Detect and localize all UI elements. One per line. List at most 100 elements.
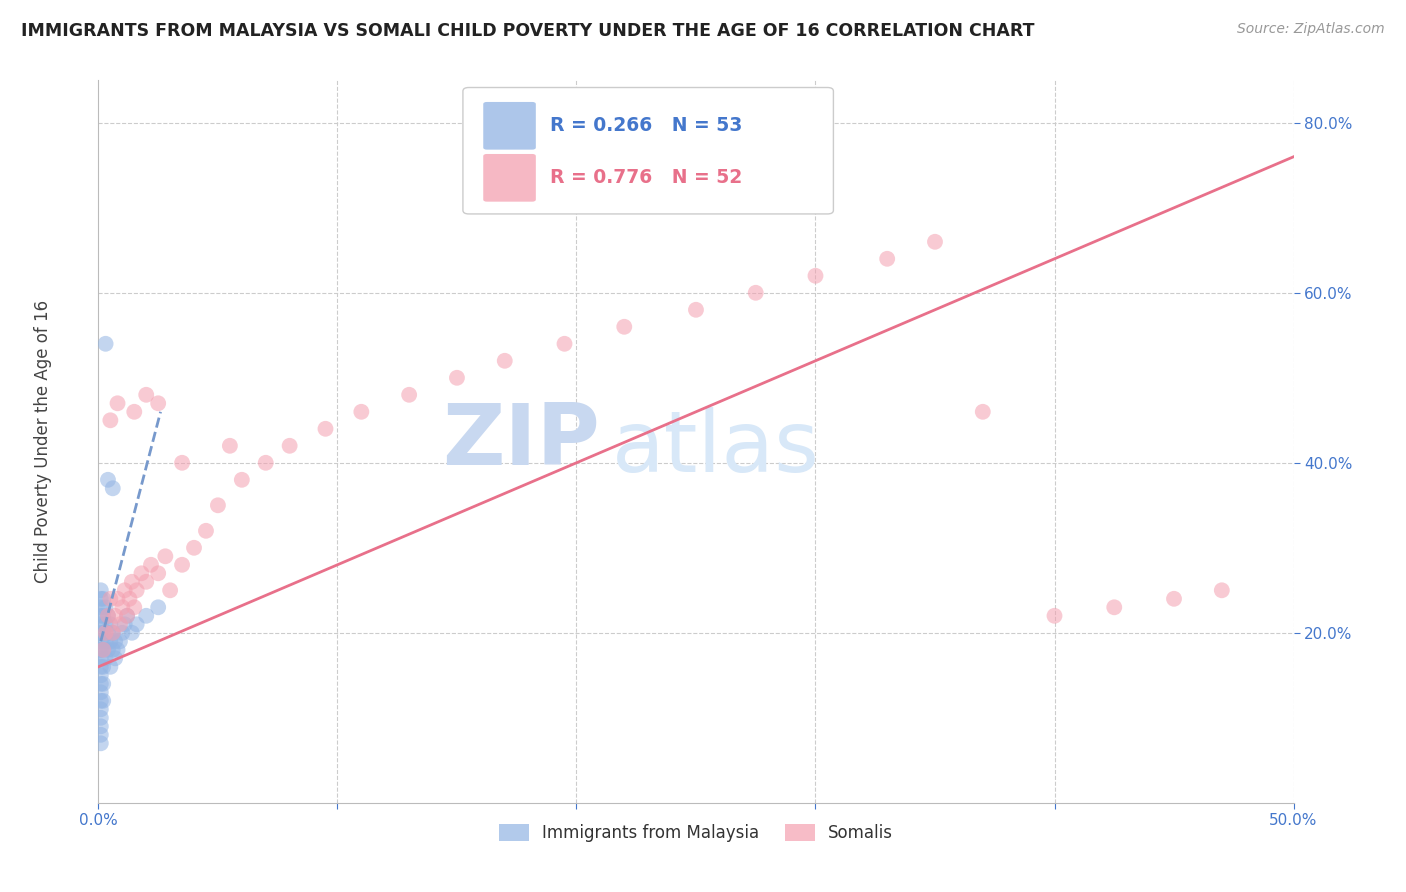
Point bbox=[98, 660, 122, 674]
Point bbox=[90, 668, 112, 682]
Point bbox=[315, 422, 337, 436]
Point bbox=[219, 439, 242, 453]
Point bbox=[139, 558, 162, 572]
Point bbox=[107, 642, 129, 657]
Point bbox=[131, 566, 153, 581]
Text: IMMIGRANTS FROM MALAYSIA VS SOMALI CHILD POVERTY UNDER THE AGE OF 16 CORRELATION: IMMIGRANTS FROM MALAYSIA VS SOMALI CHILD… bbox=[21, 22, 1035, 40]
Point bbox=[104, 608, 127, 623]
Point bbox=[101, 481, 124, 495]
Text: R = 0.266   N = 53: R = 0.266 N = 53 bbox=[550, 116, 742, 136]
Text: atlas: atlas bbox=[613, 408, 820, 491]
Point bbox=[172, 558, 194, 572]
Point bbox=[91, 694, 114, 708]
Point bbox=[90, 728, 112, 742]
Point bbox=[398, 388, 420, 402]
Point bbox=[183, 541, 205, 555]
Point bbox=[172, 456, 194, 470]
Point bbox=[94, 336, 117, 351]
Point bbox=[90, 600, 112, 615]
Point bbox=[97, 473, 120, 487]
Point bbox=[135, 608, 157, 623]
FancyBboxPatch shape bbox=[484, 102, 536, 150]
Text: Source: ZipAtlas.com: Source: ZipAtlas.com bbox=[1237, 22, 1385, 37]
Point bbox=[446, 371, 468, 385]
Point bbox=[1211, 583, 1233, 598]
Point bbox=[101, 642, 124, 657]
Point bbox=[91, 642, 114, 657]
Point bbox=[101, 625, 124, 640]
Point bbox=[90, 660, 112, 674]
Point bbox=[90, 634, 112, 648]
Point bbox=[1043, 608, 1066, 623]
Point bbox=[97, 608, 120, 623]
Point bbox=[90, 719, 112, 733]
Text: ZIP: ZIP bbox=[443, 400, 600, 483]
Text: R = 0.776   N = 52: R = 0.776 N = 52 bbox=[550, 169, 742, 187]
Point bbox=[148, 600, 170, 615]
Point bbox=[111, 625, 134, 640]
Point bbox=[91, 625, 114, 640]
Point bbox=[350, 405, 373, 419]
Point bbox=[98, 634, 122, 648]
Point bbox=[97, 642, 120, 657]
Point bbox=[90, 591, 112, 606]
Point bbox=[90, 685, 112, 699]
Point bbox=[207, 498, 229, 512]
Point bbox=[90, 677, 112, 691]
Point bbox=[115, 608, 138, 623]
Point bbox=[613, 319, 636, 334]
Point bbox=[148, 396, 170, 410]
Point bbox=[90, 736, 112, 750]
FancyBboxPatch shape bbox=[463, 87, 834, 214]
Point bbox=[685, 302, 707, 317]
Point bbox=[155, 549, 177, 564]
Point bbox=[111, 600, 134, 615]
Point bbox=[124, 405, 146, 419]
Point bbox=[107, 591, 129, 606]
Point bbox=[104, 651, 127, 665]
Point bbox=[1104, 600, 1126, 615]
Point bbox=[554, 336, 576, 351]
Point bbox=[494, 353, 516, 368]
Point bbox=[231, 473, 253, 487]
Point bbox=[90, 711, 112, 725]
Point bbox=[254, 456, 277, 470]
Point bbox=[135, 388, 157, 402]
Point bbox=[90, 617, 112, 632]
Point bbox=[90, 642, 112, 657]
Point bbox=[148, 566, 170, 581]
Point bbox=[97, 608, 120, 623]
Point bbox=[114, 583, 136, 598]
FancyBboxPatch shape bbox=[484, 154, 536, 202]
Point bbox=[108, 617, 131, 632]
Point bbox=[114, 617, 136, 632]
Point bbox=[91, 642, 114, 657]
Point bbox=[125, 583, 148, 598]
Point bbox=[278, 439, 301, 453]
Point bbox=[924, 235, 946, 249]
Point bbox=[804, 268, 827, 283]
Point bbox=[90, 625, 112, 640]
Point bbox=[91, 608, 114, 623]
Point bbox=[97, 625, 120, 640]
Y-axis label: Child Poverty Under the Age of 16: Child Poverty Under the Age of 16 bbox=[34, 300, 52, 583]
Point bbox=[972, 405, 994, 419]
Point bbox=[876, 252, 898, 266]
Point bbox=[94, 634, 117, 648]
Point bbox=[135, 574, 157, 589]
Point bbox=[745, 285, 768, 300]
Point bbox=[159, 583, 181, 598]
Point bbox=[90, 702, 112, 716]
Point bbox=[90, 651, 112, 665]
Point bbox=[91, 677, 114, 691]
Point bbox=[91, 591, 114, 606]
Point bbox=[195, 524, 218, 538]
Legend: Immigrants from Malaysia, Somalis: Immigrants from Malaysia, Somalis bbox=[492, 817, 900, 848]
Point bbox=[98, 413, 122, 427]
Point bbox=[107, 396, 129, 410]
Point bbox=[1163, 591, 1185, 606]
Point bbox=[121, 625, 143, 640]
Point bbox=[94, 651, 117, 665]
Point bbox=[90, 583, 112, 598]
Point bbox=[115, 608, 138, 623]
